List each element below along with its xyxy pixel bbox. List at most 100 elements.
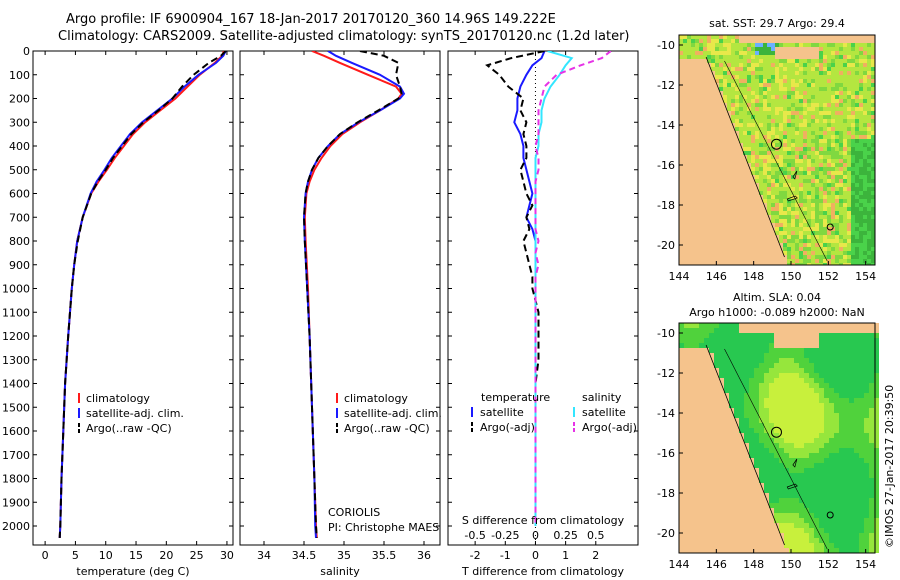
map-cell [735,227,739,231]
map-cell [799,131,803,135]
map-cell [709,483,714,488]
map-cell [767,103,771,107]
map-cell [764,363,769,368]
map-cell [711,75,715,79]
map-cell [847,131,851,135]
map-cell [843,179,847,183]
map-cell [779,51,783,55]
map-cell [859,147,863,151]
y-tick-label: -12 [657,79,675,92]
map-cell [855,207,859,211]
map-cell [827,59,831,63]
map-cell [784,408,789,413]
map-cell [714,388,719,393]
map-cell [744,363,749,368]
map-cell [727,155,731,159]
map-cell [739,59,743,63]
map-cell [859,135,863,139]
map-cell [783,139,787,143]
map-cell [711,175,715,179]
map-cell [759,259,763,263]
map-cell [729,498,734,503]
map-cell [795,167,799,171]
map-cell [864,433,869,438]
map-cell [714,383,719,388]
map-cell [829,423,834,428]
map-cell [747,175,751,179]
map-cell [779,418,784,423]
map-cell [734,423,739,428]
map-cell [715,123,719,127]
map-cell [851,79,855,83]
map-cell [854,403,859,408]
map-cell [819,358,824,363]
map-cell [729,513,734,518]
map-cell [739,323,744,328]
map-cell [779,543,784,548]
map-cell [747,99,751,103]
map-cell [707,83,711,87]
map-cell [709,493,714,498]
map-cell [744,393,749,398]
map-cell [849,448,854,453]
map-cell [779,533,784,538]
map-cell [794,323,799,328]
map-cell [767,99,771,103]
map-cell [835,63,839,67]
map-cell [859,543,864,548]
map-cell [729,458,734,463]
map-cell [707,143,711,147]
map-cell [704,433,709,438]
map-cell [863,39,867,43]
map-cell [849,543,854,548]
map-cell [747,163,751,167]
map-cell [874,443,879,448]
map-cell [709,468,714,473]
map-cell [827,247,831,251]
map-cell [867,215,871,219]
map-cell [815,155,819,159]
map-cell [835,147,839,151]
map-cell [784,548,789,553]
map-cell [839,211,843,215]
map-cell [769,398,774,403]
map-cell [779,39,783,43]
map-cell [714,503,719,508]
map-cell [779,538,784,543]
map-cell [849,523,854,528]
map-cell [784,543,789,548]
map-cell [855,51,859,55]
map-cell [751,95,755,99]
map-cell [699,39,703,43]
map-cell [719,235,723,239]
map-cell [727,227,731,231]
map-cell [744,463,749,468]
map-cell [709,518,714,523]
map-cell [709,478,714,483]
map-cell [769,333,774,338]
map-cell [784,458,789,463]
map-cell [809,483,814,488]
map-cell [847,147,851,151]
map-cell [734,468,739,473]
map-cell [823,79,827,83]
map-cell [814,398,819,403]
map-cell [784,378,789,383]
map-cell [719,408,724,413]
map-cell [703,83,707,87]
map-cell [859,63,863,67]
map-cell [859,498,864,503]
map-cell [775,67,779,71]
map-cell [775,79,779,83]
map-cell [719,488,724,493]
map-cell [751,243,755,247]
map-cell [851,227,855,231]
map-cell [719,373,724,378]
map-cell [834,368,839,373]
map-cell [743,159,747,163]
map-cell [839,231,843,235]
map-cell [779,453,784,458]
map-cell [849,403,854,408]
map-cell [754,503,759,508]
map-cell [795,87,799,91]
